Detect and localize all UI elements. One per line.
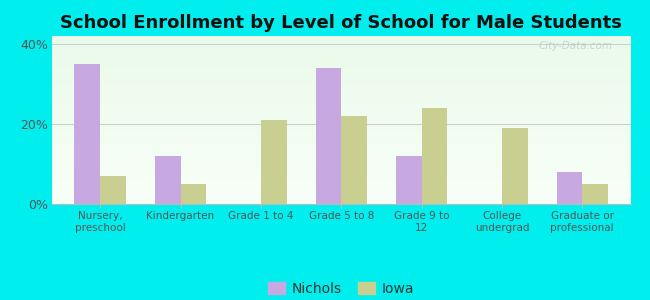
Bar [75, 64, 100, 204]
Title: School Enrollment by Level of School for Male Students: School Enrollment by Level of School for… [60, 14, 622, 32]
Bar [261, 120, 287, 204]
Bar [155, 156, 181, 204]
Bar [502, 128, 528, 204]
Bar [315, 68, 341, 204]
Bar [582, 184, 608, 204]
Bar [396, 156, 422, 204]
Bar [422, 108, 447, 204]
Bar [181, 184, 206, 204]
Legend: Nichols, Iowa: Nichols, Iowa [263, 276, 420, 300]
Bar [100, 176, 126, 204]
Bar [556, 172, 582, 204]
Text: City-Data.com: City-Data.com [539, 41, 613, 51]
Bar [341, 116, 367, 204]
